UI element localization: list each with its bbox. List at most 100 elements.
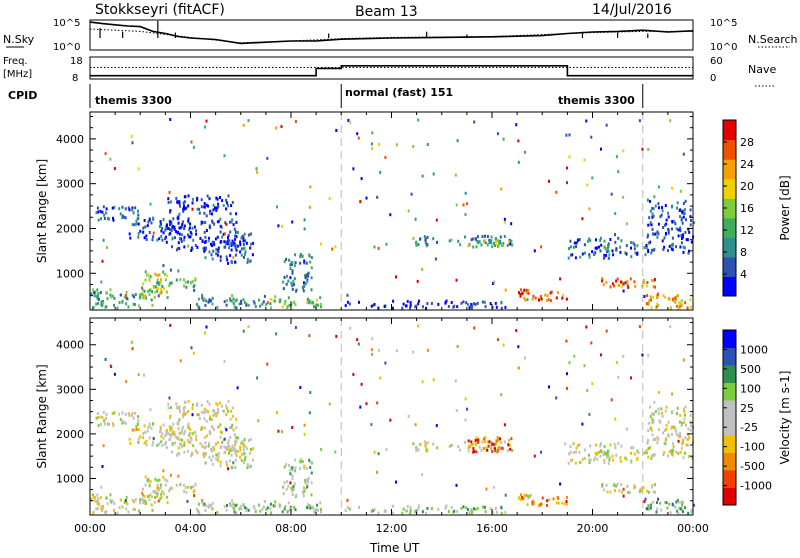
velocity-cell (250, 448, 252, 451)
power-cell (646, 198, 649, 202)
power-cell (358, 300, 360, 304)
velocity-cell (548, 385, 550, 389)
power-cell (627, 285, 630, 289)
velocity-cell (616, 482, 619, 486)
power-cell (690, 305, 693, 309)
velocity-cell (211, 449, 213, 453)
power-cell (285, 257, 288, 261)
power-cell (188, 226, 191, 230)
power-cell (376, 195, 379, 199)
noise-right-tick-top: 10^5 (710, 18, 737, 29)
power-cell (166, 274, 169, 278)
velocity-cell (151, 508, 154, 512)
power-cell (301, 285, 304, 289)
velocity-cell (144, 430, 147, 434)
power-cell (409, 306, 412, 310)
velocity-cell (466, 508, 469, 512)
velocity-cell (475, 450, 478, 454)
power-cell (151, 238, 154, 242)
power-colorbar-label: 12 (740, 224, 754, 237)
velocity-cell (620, 490, 623, 494)
power-cell (607, 242, 610, 246)
velocity-cell (160, 495, 163, 499)
power-cell (263, 294, 266, 298)
power-cell (594, 246, 597, 250)
velocity-cell (220, 431, 223, 435)
cpid-segment-3: themis 3300 (558, 94, 635, 107)
power-cell (533, 249, 536, 253)
power-cell (444, 301, 447, 305)
power-cell (215, 252, 218, 256)
power-cell (688, 230, 691, 234)
velocity-cell (689, 420, 692, 424)
power-cell (109, 157, 112, 161)
power-cell (603, 253, 606, 257)
velocity-cell (291, 476, 294, 480)
velocity-cell (185, 490, 188, 494)
power-cell (500, 300, 503, 304)
power-cell (191, 201, 194, 205)
velocity-cell (517, 345, 520, 349)
velocity-cell (195, 438, 198, 442)
velocity-cell (620, 483, 623, 487)
power-cell (377, 143, 380, 146)
power-cell (183, 195, 186, 199)
power-cell (586, 183, 589, 187)
velocity-cell (679, 450, 682, 454)
power-cell (675, 227, 678, 231)
velocity-cell (486, 448, 489, 452)
velocity-cell (121, 420, 124, 423)
power-cell (685, 238, 688, 242)
velocity-cell (633, 486, 636, 490)
power-cell (624, 281, 627, 285)
power-cell (646, 294, 649, 297)
velocity-cell (183, 450, 186, 454)
velocity-cell (125, 495, 128, 499)
velocity-cell (211, 462, 214, 466)
power-cell (252, 241, 255, 245)
power-cell (113, 167, 116, 171)
power-cell (205, 299, 208, 303)
power-colorbar-segment (723, 198, 736, 219)
nave-label: Nave (748, 63, 776, 76)
power-cell (204, 256, 207, 260)
velocity-cell (300, 458, 302, 462)
velocity-cell (294, 458, 297, 462)
velocity-cell (168, 396, 171, 400)
velocity-cell (232, 428, 235, 432)
velocity-cell (328, 402, 331, 406)
velocity-cell (124, 412, 127, 416)
power-cell (610, 192, 613, 196)
velocity-cell (131, 414, 134, 417)
velocity-cell (594, 456, 597, 460)
noise-search-line (89, 28, 693, 44)
velocity-cell (678, 435, 681, 439)
velocity-cell (289, 481, 292, 485)
power-cell (224, 221, 227, 225)
velocity-cell (643, 500, 646, 504)
power-cell (158, 237, 161, 241)
velocity-cell (204, 446, 206, 450)
power-cell (549, 299, 552, 303)
velocity-cell (681, 440, 684, 444)
power-cell (187, 233, 189, 237)
velocity-cell (176, 405, 179, 409)
power-cell (167, 197, 170, 201)
velocity-cell (130, 340, 133, 344)
velocity-cell (234, 458, 237, 462)
velocity-cell (677, 500, 680, 504)
power-cell (234, 234, 237, 238)
power-cell (90, 292, 93, 296)
power-cell (212, 208, 215, 212)
velocity-cell (171, 442, 174, 445)
power-cell (470, 238, 473, 242)
velocity-cell (671, 451, 674, 455)
velocity-cell (658, 411, 660, 415)
power-cell (483, 300, 486, 304)
power-cell (160, 287, 163, 291)
power-cell (630, 255, 633, 259)
velocity-cell (309, 465, 312, 469)
velocity-cell (484, 446, 487, 450)
velocity-cell (230, 449, 233, 453)
velocity-cell (183, 432, 186, 436)
